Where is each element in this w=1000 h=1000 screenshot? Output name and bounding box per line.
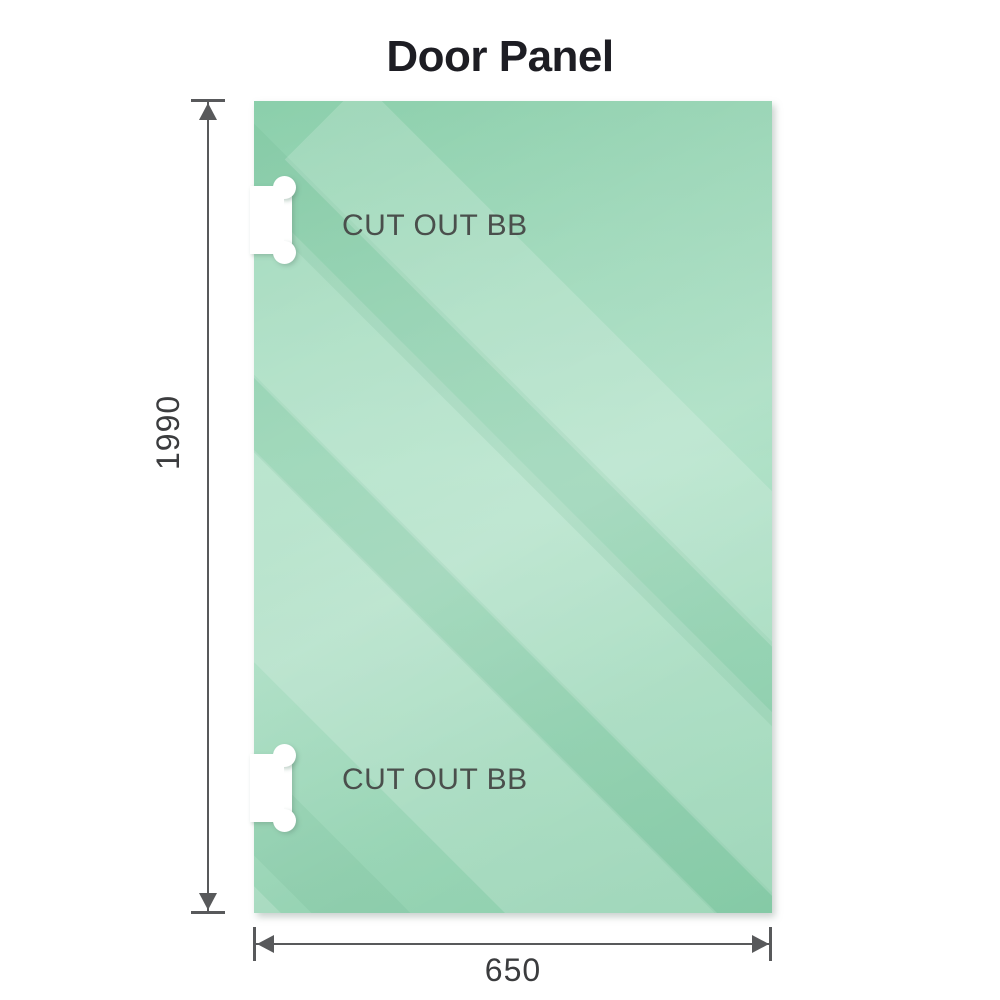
cutout-lower-label: CUT OUT BB <box>342 763 528 796</box>
dimension-arrow-up-icon <box>199 103 217 120</box>
dimension-tick-bottom <box>191 911 225 914</box>
dimension-arrow-left-icon <box>257 935 274 953</box>
page-title: Door Panel <box>386 32 614 81</box>
dimension-tick-right <box>769 927 772 961</box>
cutout-lower[interactable] <box>250 742 296 834</box>
dimension-line-horizontal <box>254 943 772 945</box>
glass-gradient <box>254 101 772 913</box>
dimension-arrow-right-icon <box>752 935 769 953</box>
dimension-arrow-down-icon <box>199 893 217 910</box>
cutout-upper[interactable] <box>250 174 296 266</box>
cutout-upper-joiner <box>250 186 284 254</box>
door-panel <box>250 101 772 913</box>
cutout-upper-label: CUT OUT BB <box>342 209 528 242</box>
dimension-label-width: 650 <box>484 952 542 988</box>
dimension-tick-left <box>253 927 256 961</box>
cutout-lower-joiner <box>250 754 284 822</box>
dimension-tick-top <box>191 99 225 102</box>
dimension-line-vertical <box>207 100 209 914</box>
panel-glass-surface <box>254 101 772 913</box>
dimension-label-height: 1990 <box>150 394 186 470</box>
